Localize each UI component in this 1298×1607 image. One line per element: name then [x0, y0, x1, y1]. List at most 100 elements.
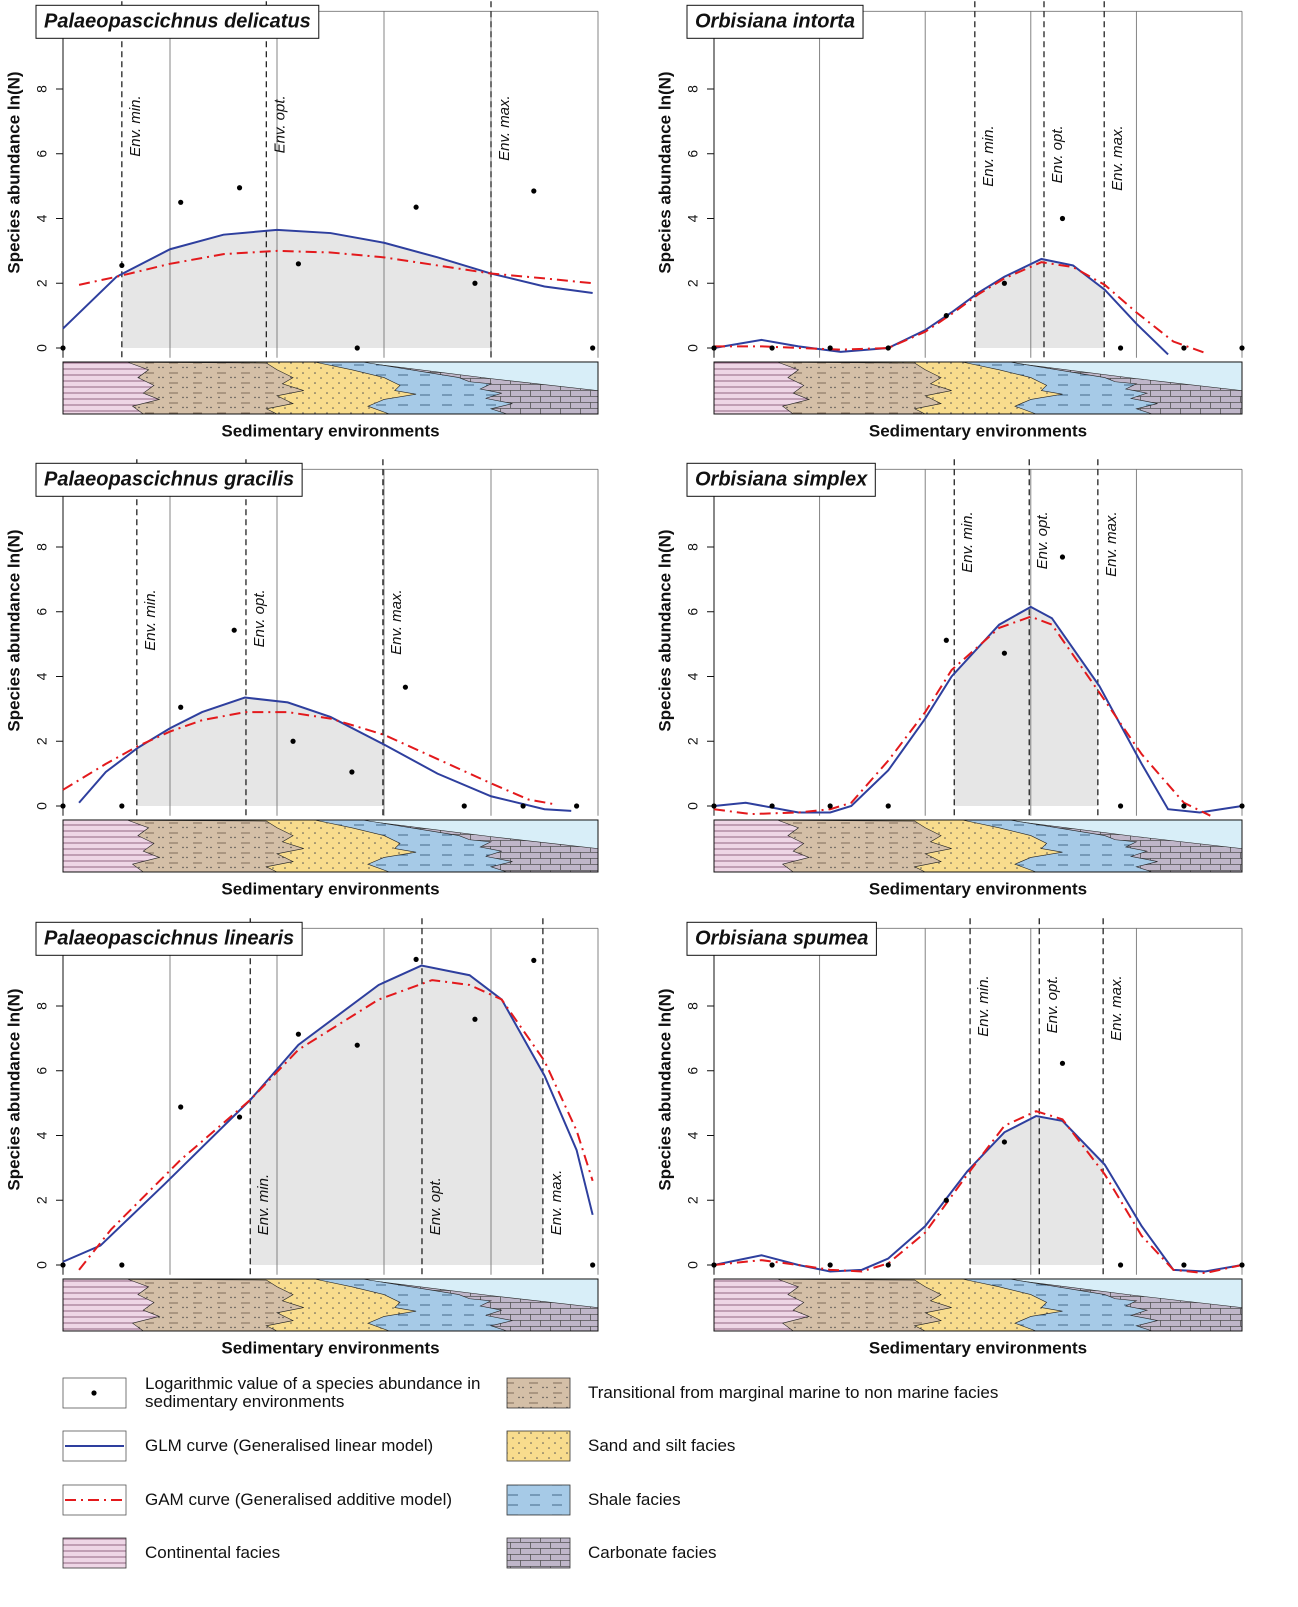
y-tick-label: 2 [685, 279, 701, 287]
legend-label: Continental facies [145, 1543, 281, 1562]
env-label: Env. opt. [1044, 975, 1061, 1033]
model-curve [78, 249, 593, 286]
optimum-area [136, 697, 383, 806]
title-box [686, 921, 877, 956]
data-point [711, 1262, 717, 1268]
data-point [178, 199, 184, 205]
y-tick-label: 0 [34, 802, 50, 810]
facies-frame [713, 1278, 1243, 1332]
env-label: Env. max. [1108, 975, 1125, 1041]
x-axis-label: Sedimentary environments [221, 879, 439, 898]
data-point [1001, 280, 1008, 286]
data-point [1059, 554, 1066, 560]
data-point [1001, 650, 1008, 656]
data-point [60, 345, 66, 351]
y-tick-label: 8 [685, 543, 701, 551]
chart-title: Palaeopascichnus gracilis [44, 469, 294, 491]
data-point [1239, 1262, 1245, 1268]
env-label: Env. max. [496, 95, 513, 161]
data-point [520, 803, 526, 809]
y-axis-label: Species abundance ln(N) [655, 988, 674, 1190]
data-point [402, 684, 408, 690]
title-box [35, 4, 320, 39]
y-tick-label: 2 [685, 1196, 701, 1204]
model-curve [713, 257, 1169, 356]
data-point [590, 1262, 596, 1268]
data-point [472, 280, 478, 286]
model-curve [78, 979, 594, 1271]
chart-title: Orbisiana spumea [695, 928, 868, 950]
y-tick-label: 8 [34, 85, 50, 93]
legend-swatch [506, 1537, 571, 1569]
data-point [574, 803, 580, 809]
env-label: Env. max. [1109, 125, 1126, 191]
y-tick-label: 2 [34, 1196, 50, 1204]
data-point [885, 1262, 891, 1268]
legend-point [91, 1390, 97, 1396]
facies-frame [62, 361, 599, 415]
model-curve [713, 605, 1243, 814]
data-point [711, 345, 717, 351]
legend-label: Sand and silt facies [588, 1436, 736, 1455]
data-point [769, 803, 775, 809]
data-point [885, 345, 891, 351]
env-label: Env. min. [959, 511, 976, 572]
data-point [531, 957, 537, 963]
data-point [1181, 345, 1187, 351]
y-tick-label: 0 [685, 802, 701, 810]
model-curve [62, 964, 594, 1263]
title-box [686, 462, 876, 497]
env-label: Env. opt. [271, 95, 288, 153]
data-point [413, 204, 419, 210]
chart-title: Orbisiana intorta [695, 11, 855, 33]
model-curve [62, 228, 593, 330]
data-point [1059, 215, 1066, 222]
y-tick-label: 4 [34, 214, 50, 222]
y-tick-label: 2 [34, 279, 50, 287]
y-tick-label: 4 [34, 1131, 50, 1139]
y-tick-label: 8 [34, 1002, 50, 1010]
data-point [354, 1042, 360, 1048]
panel: 0 2 4 6 8 Species abundance ln(N) Env. min. Env… [4, 918, 599, 1357]
panel: 0 2 4 6 8 Species abundance ln(N) Env. min. Env… [655, 918, 1245, 1357]
env-label: Env. opt. [251, 589, 268, 647]
panel: 0 2 4 6 8 Species abundance ln(N) Env. min. Env… [4, 459, 599, 898]
data-point [1181, 1262, 1187, 1268]
legend-swatch [506, 1430, 571, 1462]
env-label: Env. min. [980, 125, 997, 186]
x-axis-label: Sedimentary environments [221, 421, 439, 440]
y-tick-label: 6 [34, 150, 50, 158]
y-tick-label: 0 [685, 344, 701, 352]
y-axis-label: Species abundance ln(N) [4, 529, 23, 731]
data-point [769, 1262, 775, 1268]
data-point [119, 1262, 125, 1268]
y-tick-label: 8 [685, 85, 701, 93]
legend-swatch [62, 1537, 127, 1569]
legend-label: Logarithmic value of a species abundance… [145, 1374, 481, 1411]
data-point [472, 1016, 478, 1022]
y-tick-label: 2 [685, 737, 701, 745]
optimum-area [250, 965, 543, 1265]
model-curve [78, 696, 572, 812]
env-label: Env. opt. [427, 1177, 444, 1235]
chart-title: Palaeopascichnus delicatus [44, 11, 311, 33]
x-axis-label: Sedimentary environments [869, 1338, 1087, 1357]
env-label: Env. max. [548, 1170, 565, 1236]
legend-swatch [506, 1377, 571, 1409]
title-box [686, 4, 864, 39]
optimum-area [974, 258, 1105, 348]
panel: 0 2 4 6 8 Species abundance ln(N) Env. min. Env… [655, 459, 1245, 898]
panel: 0 2 4 6 8 Species abundance ln(N) Env. min. Env… [4, 1, 599, 440]
y-tick-label: 4 [685, 1131, 701, 1139]
y-tick-label: 2 [34, 737, 50, 745]
data-point [60, 1262, 66, 1268]
data-point [1181, 803, 1187, 809]
y-tick-label: 6 [34, 1067, 50, 1075]
env-label: Env. max. [1103, 511, 1120, 577]
model-curve [713, 1110, 1243, 1275]
facies-frame [62, 1278, 599, 1332]
data-point [1239, 803, 1245, 809]
legend-label: Transitional from marginal marine to non… [588, 1383, 999, 1402]
